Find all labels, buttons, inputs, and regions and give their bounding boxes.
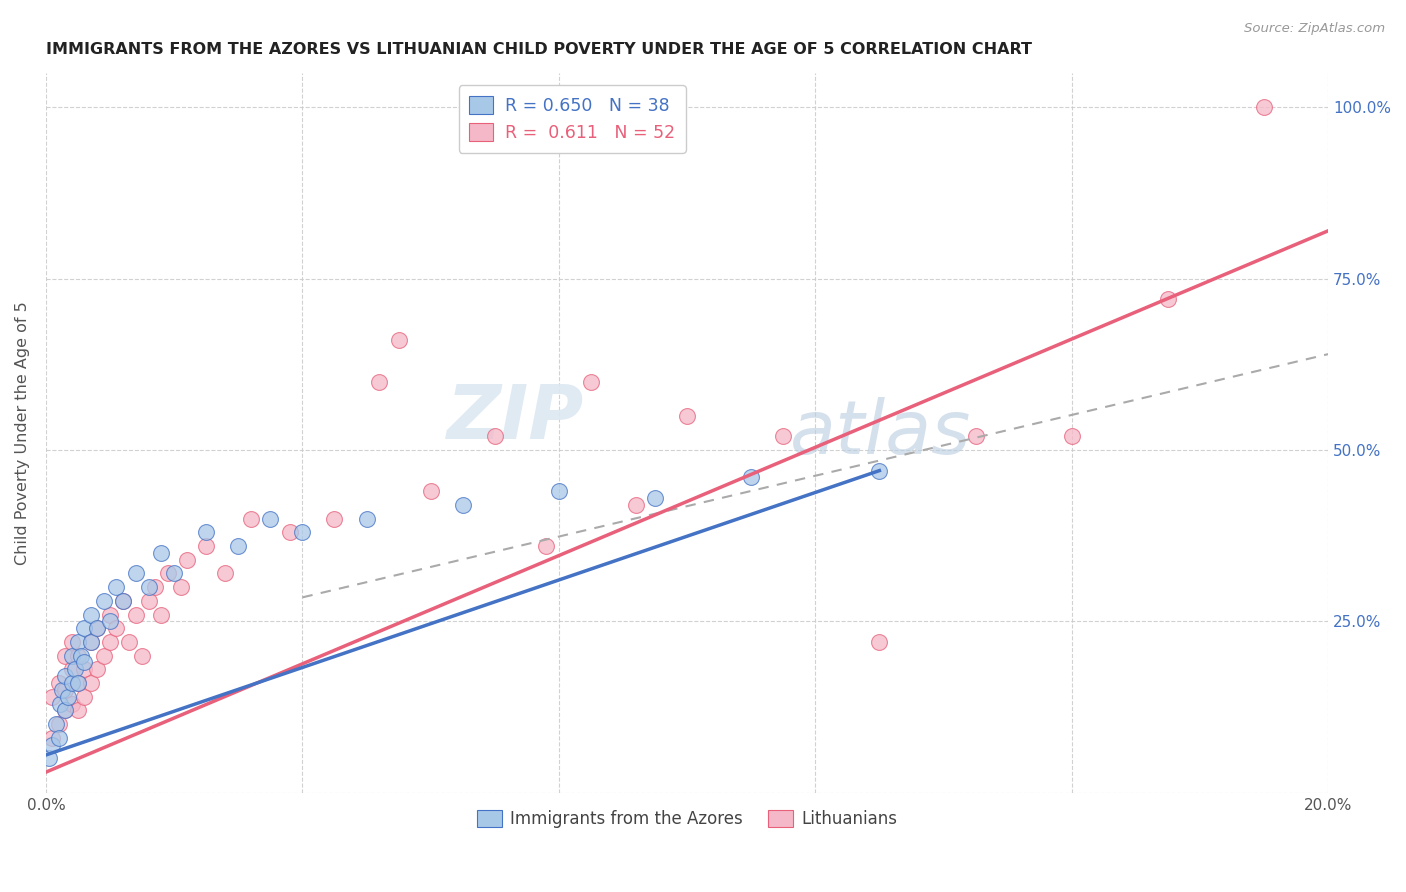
- Point: [66, 676, 89, 690]
- Point: [98, 635, 121, 649]
- Point: [195, 539, 218, 553]
- Point: [138, 580, 160, 594]
- Point: [387, 334, 409, 348]
- Point: [150, 546, 173, 560]
- Point: [169, 580, 191, 594]
- Point: [419, 484, 441, 499]
- Point: [48, 676, 70, 690]
- Point: [60, 635, 83, 649]
- Point: [150, 607, 173, 622]
- Point: [125, 566, 148, 581]
- Point: [48, 717, 70, 731]
- Text: ZIP: ZIP: [447, 382, 585, 455]
- Point: [60, 648, 83, 663]
- Point: [80, 607, 103, 622]
- Y-axis label: Child Poverty Under the Age of 5: Child Poverty Under the Age of 5: [15, 301, 30, 565]
- Text: atlas: atlas: [790, 397, 972, 469]
- Point: [163, 566, 186, 581]
- Point: [66, 676, 89, 690]
- Point: [73, 662, 96, 676]
- Point: [80, 635, 103, 649]
- Point: [51, 682, 73, 697]
- Point: [38, 751, 60, 765]
- Point: [41, 690, 63, 704]
- Point: [195, 525, 218, 540]
- Point: [53, 648, 76, 663]
- Point: [73, 690, 96, 704]
- Point: [41, 738, 63, 752]
- Point: [45, 717, 67, 731]
- Point: [118, 635, 141, 649]
- Text: Source: ZipAtlas.com: Source: ZipAtlas.com: [1244, 22, 1385, 36]
- Point: [53, 682, 76, 697]
- Point: [547, 484, 569, 499]
- Point: [965, 429, 987, 443]
- Legend: Immigrants from the Azores, Lithuanians: Immigrants from the Azores, Lithuanians: [470, 803, 904, 835]
- Point: [70, 648, 93, 663]
- Point: [41, 731, 63, 745]
- Point: [676, 409, 699, 423]
- Point: [451, 498, 474, 512]
- Point: [80, 635, 103, 649]
- Point: [356, 511, 378, 525]
- Point: [323, 511, 346, 525]
- Point: [278, 525, 301, 540]
- Point: [93, 594, 115, 608]
- Point: [579, 375, 602, 389]
- Point: [624, 498, 647, 512]
- Point: [772, 429, 794, 443]
- Point: [131, 648, 153, 663]
- Point: [73, 621, 96, 635]
- Point: [868, 464, 890, 478]
- Point: [53, 669, 76, 683]
- Point: [86, 621, 108, 635]
- Point: [48, 731, 70, 745]
- Point: [58, 690, 80, 704]
- Point: [176, 552, 198, 566]
- Point: [53, 703, 76, 717]
- Point: [49, 697, 72, 711]
- Point: [66, 635, 89, 649]
- Point: [105, 580, 128, 594]
- Point: [111, 594, 134, 608]
- Point: [1157, 293, 1180, 307]
- Point: [644, 491, 666, 505]
- Point: [156, 566, 179, 581]
- Point: [63, 662, 86, 676]
- Point: [60, 676, 83, 690]
- Point: [740, 470, 762, 484]
- Point: [105, 621, 128, 635]
- Point: [80, 676, 103, 690]
- Point: [143, 580, 166, 594]
- Point: [98, 607, 121, 622]
- Point: [138, 594, 160, 608]
- Point: [1060, 429, 1083, 443]
- Point: [240, 511, 263, 525]
- Point: [93, 648, 115, 663]
- Point: [1253, 100, 1275, 114]
- Point: [86, 621, 108, 635]
- Point: [53, 703, 76, 717]
- Point: [66, 648, 89, 663]
- Point: [534, 539, 557, 553]
- Point: [868, 635, 890, 649]
- Point: [368, 375, 391, 389]
- Point: [259, 511, 281, 525]
- Point: [60, 697, 83, 711]
- Point: [226, 539, 249, 553]
- Point: [291, 525, 314, 540]
- Point: [214, 566, 236, 581]
- Point: [125, 607, 148, 622]
- Point: [60, 662, 83, 676]
- Text: IMMIGRANTS FROM THE AZORES VS LITHUANIAN CHILD POVERTY UNDER THE AGE OF 5 CORREL: IMMIGRANTS FROM THE AZORES VS LITHUANIAN…: [46, 42, 1032, 57]
- Point: [66, 703, 89, 717]
- Point: [111, 594, 134, 608]
- Point: [86, 662, 108, 676]
- Point: [98, 615, 121, 629]
- Point: [484, 429, 506, 443]
- Point: [73, 656, 96, 670]
